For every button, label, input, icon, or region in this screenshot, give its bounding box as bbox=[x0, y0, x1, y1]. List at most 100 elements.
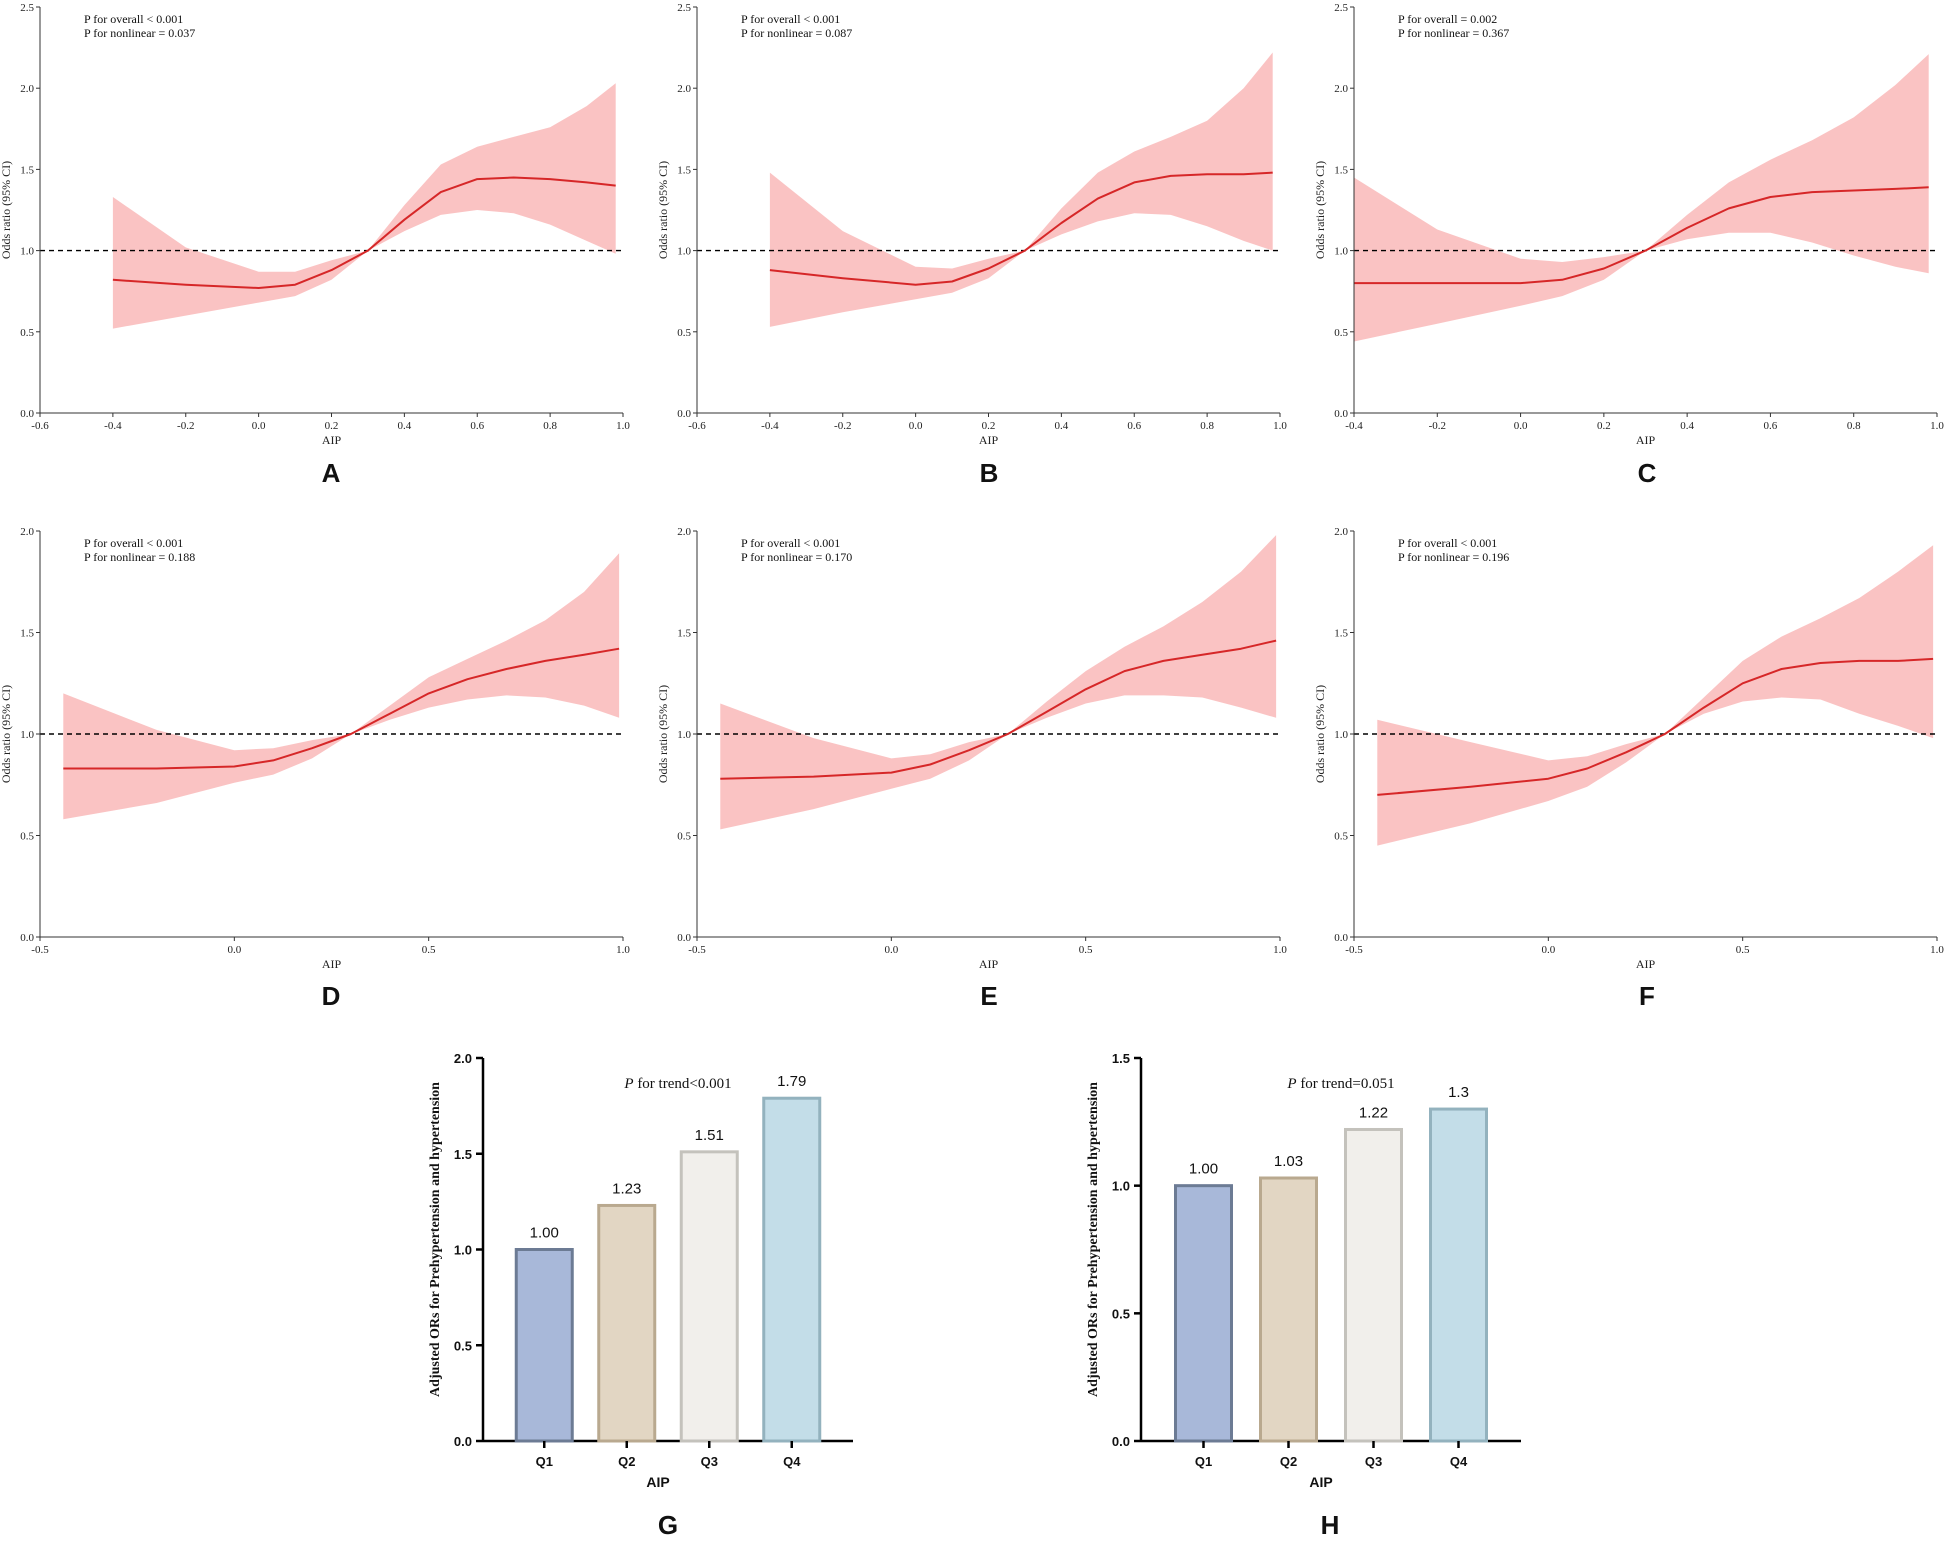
x-tick-label: -0.4 bbox=[1345, 420, 1363, 432]
y-tick-label: 0.0 bbox=[1112, 1434, 1130, 1449]
panel-label: H bbox=[1321, 1510, 1340, 1540]
x-tick-label: -0.5 bbox=[688, 944, 706, 956]
p-value-annotation: P for overall < 0.001 bbox=[84, 536, 183, 550]
y-tick-label: 0.0 bbox=[677, 408, 691, 420]
x-tick-label: 0.0 bbox=[227, 944, 241, 956]
y-tick-label: 1.5 bbox=[1112, 1051, 1130, 1066]
chart-panel-h: 0.0 0.5 1.0 1.5 1.00 Q1 1.03 Q2 1.22 Q3 1.3 Q4 AIP Ad… bbox=[1086, 1051, 1521, 1540]
y-tick-label: 2.5 bbox=[677, 2, 691, 14]
x-tick-label: -0.2 bbox=[1429, 420, 1446, 432]
x-tick-label: 0.0 bbox=[1541, 944, 1555, 956]
ci-band bbox=[720, 535, 1277, 830]
x-tick-label: 0.8 bbox=[1847, 420, 1861, 432]
y-tick-label: 0.5 bbox=[454, 1338, 472, 1353]
or-curve bbox=[1354, 186, 1929, 285]
y-tick-label: 0.5 bbox=[1334, 831, 1348, 843]
x-tick-label: -0.5 bbox=[31, 944, 49, 956]
x-tick-label: 0.8 bbox=[543, 420, 557, 432]
x-tick-label: 0.5 bbox=[1079, 944, 1093, 956]
bar-q3 bbox=[679, 1150, 739, 1443]
y-tick-label: 0.0 bbox=[677, 932, 691, 944]
ci-band bbox=[63, 553, 620, 820]
x-tick-label: Q3 bbox=[1365, 1454, 1382, 1469]
or-curve bbox=[63, 647, 620, 770]
y-tick-label: 2.0 bbox=[454, 1051, 472, 1066]
x-tick-label: 0.2 bbox=[982, 420, 996, 432]
y-tick-label: 1.5 bbox=[677, 164, 691, 176]
y-tick-label: 2.0 bbox=[20, 83, 34, 95]
y-tick-label: 1.0 bbox=[454, 1243, 472, 1258]
x-axis-title: AIP bbox=[646, 1474, 669, 1490]
y-tick-label: 1.0 bbox=[1334, 246, 1348, 258]
bar-value-label: 1.3 bbox=[1448, 1084, 1469, 1101]
bar-value-label: 1.00 bbox=[1189, 1161, 1218, 1178]
y-tick-label: 2.0 bbox=[677, 83, 691, 95]
chart-panel-b: 0.0 0.5 1.0 1.5 2.0 2.5 -0.6 -0.4 -0.2 0.0 0.2 0.4 0… bbox=[656, 2, 1287, 488]
x-tick-label: 1.0 bbox=[616, 420, 630, 432]
x-tick-label: 0.6 bbox=[1764, 420, 1778, 432]
p-value-annotation: P for nonlinear = 0.188 bbox=[84, 550, 195, 564]
y-tick-label: 0.0 bbox=[20, 408, 34, 420]
p-value-annotation: P for overall = 0.002 bbox=[1398, 12, 1497, 26]
bar-value-label: 1.00 bbox=[530, 1225, 559, 1242]
trend-annotation: P for trend<0.001 bbox=[623, 1076, 731, 1092]
ci-band bbox=[769, 52, 1273, 327]
trend-p-italic: P bbox=[623, 1076, 633, 1092]
x-tick-label: -0.2 bbox=[177, 420, 194, 432]
x-axis-title: AIP bbox=[1636, 957, 1656, 971]
x-axis-title: AIP bbox=[322, 957, 342, 971]
bar-q4 bbox=[762, 1096, 822, 1443]
y-tick-label: 0.5 bbox=[20, 327, 34, 339]
ci-band bbox=[112, 83, 616, 329]
bar-q2 bbox=[597, 1203, 657, 1443]
y-tick-label: 2.0 bbox=[677, 526, 691, 538]
y-tick-label: 1.0 bbox=[677, 729, 691, 741]
x-tick-label: 1.0 bbox=[1273, 944, 1287, 956]
p-value-annotation: P for nonlinear = 0.170 bbox=[741, 550, 852, 564]
x-tick-label: -0.4 bbox=[761, 420, 779, 432]
x-axis-title: AIP bbox=[1636, 433, 1656, 447]
x-axis-title: AIP bbox=[979, 433, 999, 447]
x-tick-label: 1.0 bbox=[616, 944, 630, 956]
y-tick-label: 2.0 bbox=[1334, 526, 1348, 538]
x-axis-title: AIP bbox=[322, 433, 342, 447]
y-tick-label: 0.5 bbox=[677, 831, 691, 843]
x-tick-label: 1.0 bbox=[1930, 944, 1944, 956]
chart-panel-c: 0.0 0.5 1.0 1.5 2.0 2.5 -0.4 -0.2 0.0 0.2 0.4 0.6 0.… bbox=[1313, 2, 1944, 488]
y-tick-label: 1.5 bbox=[20, 628, 34, 640]
y-tick-label: 2.5 bbox=[1334, 2, 1348, 14]
p-value-annotation: P for overall < 0.001 bbox=[741, 12, 840, 26]
or-curve bbox=[112, 176, 616, 289]
y-tick-label: 0.5 bbox=[1112, 1306, 1130, 1321]
x-tick-label: 1.0 bbox=[1930, 420, 1944, 432]
x-tick-label: -0.5 bbox=[1345, 944, 1363, 956]
or-curve bbox=[720, 639, 1277, 780]
x-tick-label: Q2 bbox=[618, 1454, 635, 1469]
bar-value-label: 1.23 bbox=[612, 1180, 641, 1197]
trend-text: for trend<0.001 bbox=[634, 1076, 732, 1092]
chart-panel-a: 0.0 0.5 1.0 1.5 2.0 2.5 -0.6 -0.4 -0.2 0.0 0.2 0.4 0… bbox=[0, 2, 630, 488]
ci-band bbox=[1354, 54, 1929, 342]
y-tick-label: 0.0 bbox=[1334, 932, 1348, 944]
x-axis-title: AIP bbox=[979, 957, 999, 971]
or-curve bbox=[769, 171, 1273, 286]
y-tick-label: 1.0 bbox=[677, 246, 691, 258]
x-tick-label: 0.2 bbox=[325, 420, 339, 432]
y-tick-label: 0.5 bbox=[677, 327, 691, 339]
bar-q4 bbox=[1429, 1107, 1488, 1443]
y-axis-title: Odds ratio (95% CI) bbox=[656, 685, 670, 783]
p-value-annotation: P for overall < 0.001 bbox=[741, 536, 840, 550]
or-curve bbox=[1377, 657, 1934, 796]
x-tick-label: Q4 bbox=[1450, 1454, 1468, 1469]
x-tick-label: 0.4 bbox=[1680, 420, 1694, 432]
y-tick-label: 1.0 bbox=[1112, 1179, 1130, 1194]
bar-q2 bbox=[1259, 1176, 1318, 1443]
p-value-annotation: P for nonlinear = 0.367 bbox=[1398, 26, 1509, 40]
bar-value-label: 1.51 bbox=[695, 1127, 724, 1144]
bar-value-label: 1.22 bbox=[1359, 1104, 1388, 1121]
p-value-annotation: P for overall < 0.001 bbox=[1398, 536, 1497, 550]
p-value-annotation: P for nonlinear = 0.196 bbox=[1398, 550, 1509, 564]
x-tick-label: Q1 bbox=[536, 1454, 553, 1469]
